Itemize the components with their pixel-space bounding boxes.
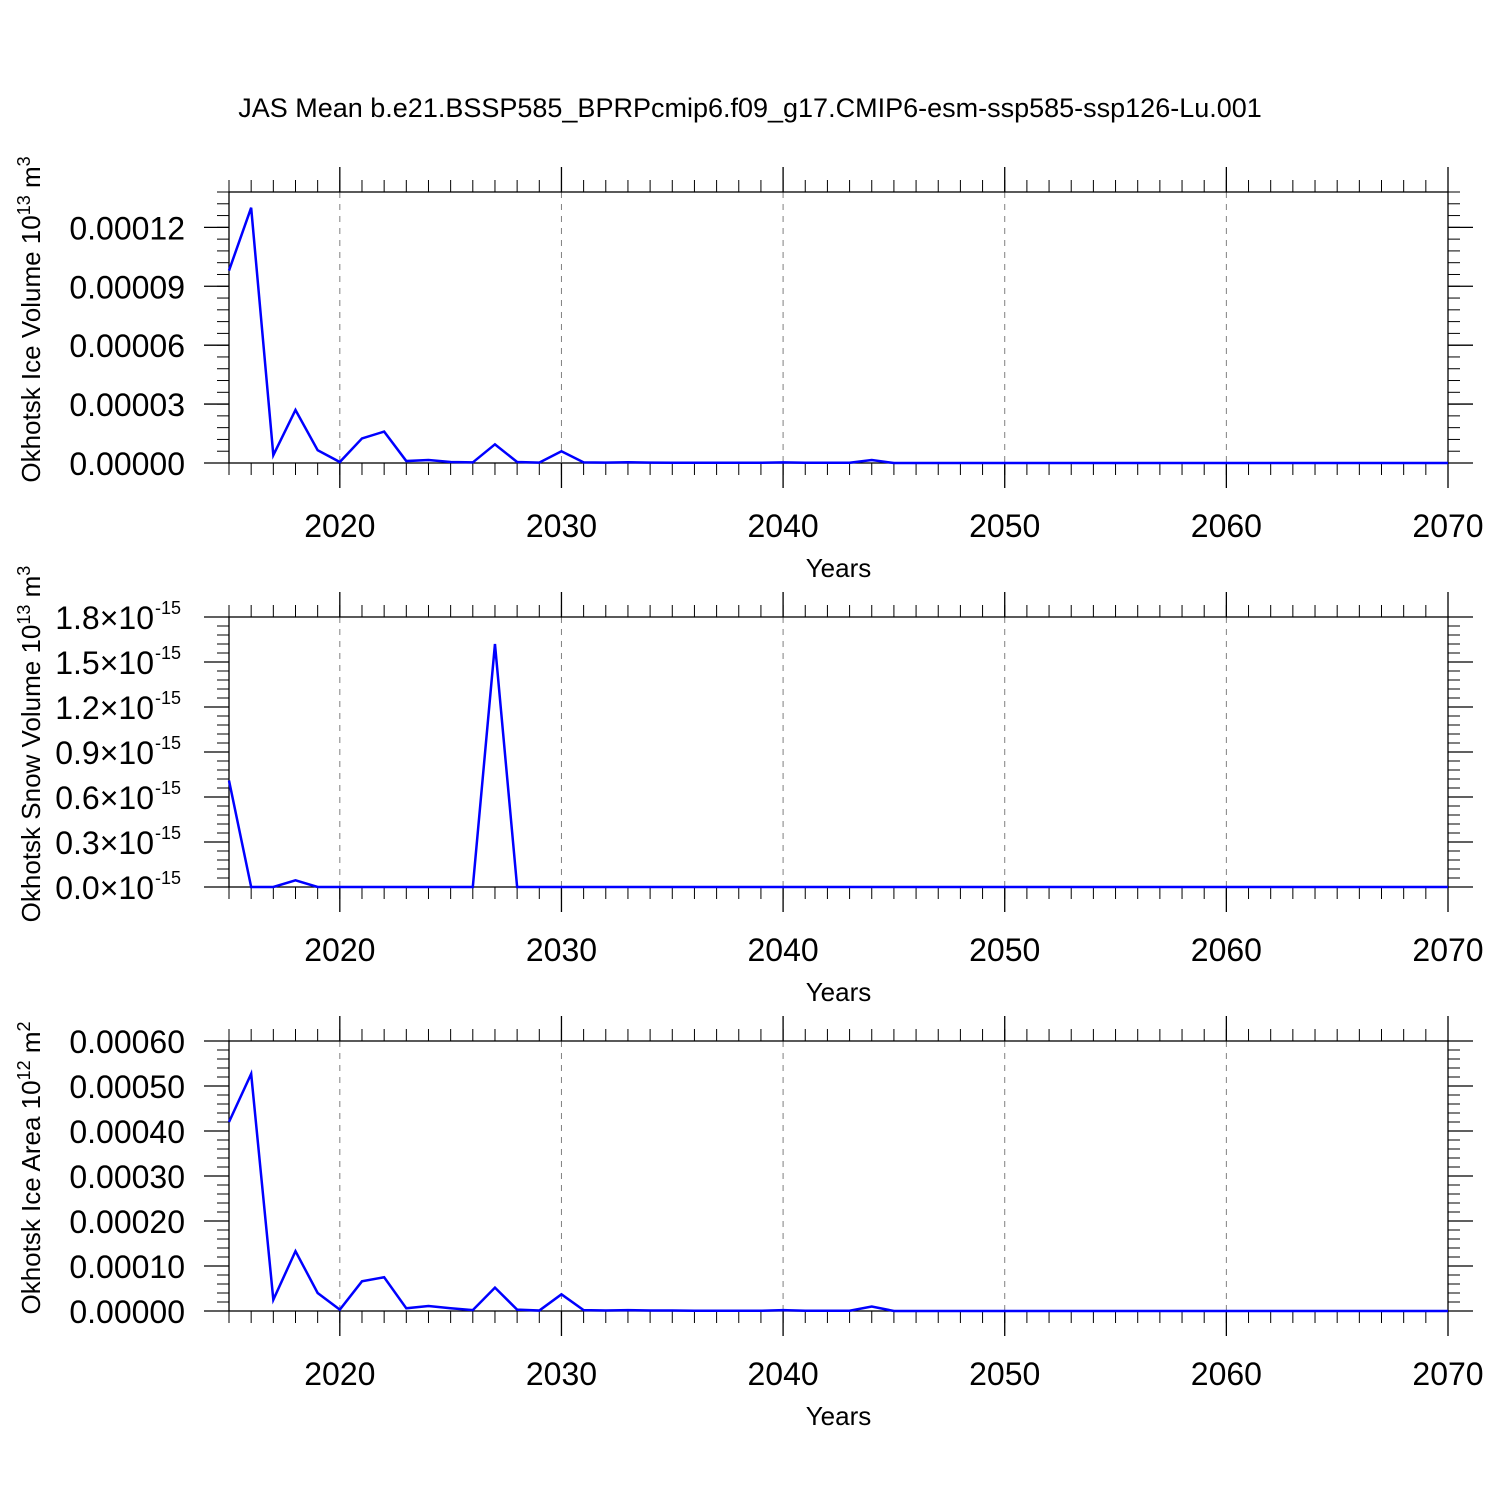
chart-title: JAS Mean b.e21.BSSP585_BPRPcmip6.f09_g17… (238, 93, 1262, 123)
x-tick-label: 2020 (304, 932, 375, 968)
y-axis-label: Okhotsk Snow Volume 1013 m3 (14, 566, 46, 923)
y-tick-exponent: -15 (155, 778, 181, 798)
y-tick-exponent: -15 (155, 823, 181, 843)
x-tick-label: 2040 (747, 932, 818, 968)
y-tick-label: 0.00010 (69, 1249, 185, 1285)
series-line (227, 207, 1448, 465)
x-tick-label: 2020 (304, 508, 375, 544)
y-tick-label: 1.8×10 (55, 600, 154, 636)
y-tick-label: 0.00060 (69, 1024, 185, 1060)
y-tick-label: 0.00040 (69, 1114, 185, 1150)
panel-3: 2020 2030 2040 2050 2060 2070 Years 0.00000 0.00… (14, 1016, 1484, 1431)
x-tick-label: 2040 (747, 508, 818, 544)
plot-frame (228, 616, 1449, 888)
y-tick-label: 0.00050 (69, 1069, 185, 1105)
x-tick-label: 2050 (969, 508, 1040, 544)
y-tick-label: 0.00000 (69, 1294, 185, 1330)
x-tick-label: 2040 (747, 1356, 818, 1392)
y-tick-exponent: -15 (155, 868, 181, 888)
y-tick-exponent: -15 (155, 688, 181, 708)
y-tick-exponent: -15 (155, 733, 181, 753)
plot-frame (228, 1040, 1449, 1312)
y-tick-label: 0.9×10 (55, 735, 154, 771)
y-tick-label: 0.00020 (69, 1204, 185, 1240)
series-line (227, 1069, 1448, 1313)
y-tick-label: 0.00030 (69, 1159, 185, 1195)
y-tick-label: 0.3×10 (55, 825, 154, 861)
y-tick-label: 0.00012 (69, 210, 185, 246)
y-tick-label: 0.00006 (69, 328, 185, 364)
x-tick-label: 2070 (1412, 1356, 1483, 1392)
y-tick-label: 0.00000 (69, 446, 185, 482)
x-tick-label: 2070 (1412, 932, 1483, 968)
x-tick-label: 2030 (526, 932, 597, 968)
y-tick-label: 1.5×10 (55, 645, 154, 681)
y-axis-label: Okhotsk Ice Area 1012 m2 (14, 1021, 46, 1314)
y-tick-exponent: -15 (155, 643, 181, 663)
x-tick-label: 2060 (1191, 1356, 1262, 1392)
y-axis-label: Okhotsk Ice Volume 1013 m3 (14, 156, 46, 482)
x-tick-label: 2050 (969, 932, 1040, 968)
x-tick-label: 2060 (1191, 932, 1262, 968)
x-tick-label: 2050 (969, 1356, 1040, 1392)
y-tick-label: 0.0×10 (55, 870, 154, 906)
plot-frame (228, 191, 1449, 464)
y-tick-label: 0.6×10 (55, 780, 154, 816)
x-axis-label: Years (806, 1401, 872, 1431)
y-tick-label: 1.2×10 (55, 690, 154, 726)
y-tick-label: 0.00003 (69, 387, 185, 423)
x-tick-label: 2070 (1412, 508, 1483, 544)
y-tick-label: 0.00009 (69, 269, 185, 305)
x-tick-label: 2030 (526, 508, 597, 544)
y-tick-exponent: -15 (155, 598, 181, 618)
panel-1: 2020 2030 2040 2050 2060 2070 Years 0.00000 0.00… (14, 156, 1484, 583)
series-line (227, 643, 1448, 889)
x-axis-label: Years (806, 553, 872, 583)
x-tick-label: 2020 (304, 1356, 375, 1392)
x-axis-label: Years (806, 977, 872, 1007)
x-tick-label: 2060 (1191, 508, 1262, 544)
x-tick-label: 2030 (526, 1356, 597, 1392)
